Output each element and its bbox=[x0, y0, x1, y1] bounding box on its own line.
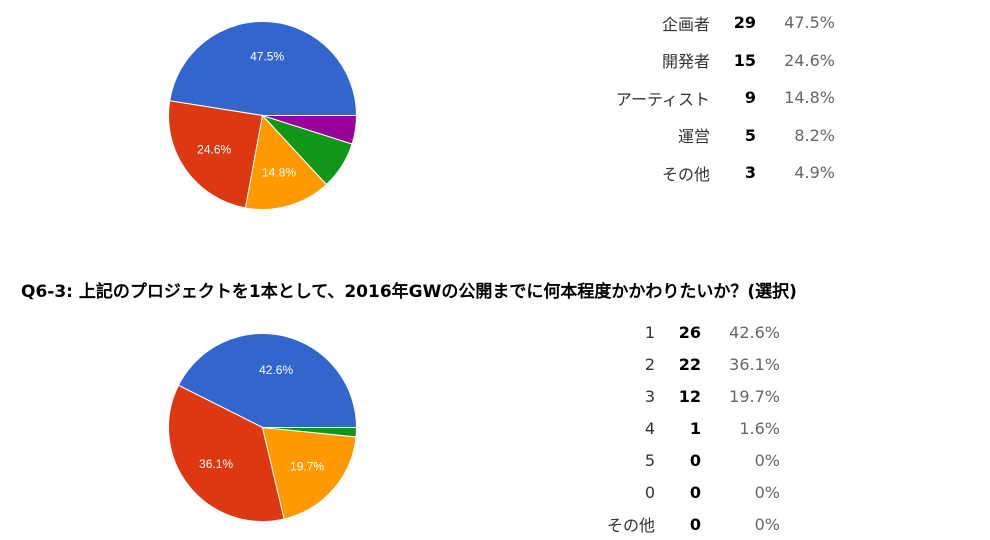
legend-percent: 0% bbox=[754, 450, 780, 470]
slice-percent-label: 36.1% bbox=[199, 457, 233, 471]
legend-count: 22 bbox=[678, 354, 701, 374]
legend-count: 3 bbox=[744, 163, 756, 183]
question-title: Q6-3: 上記のプロジェクトを1本として、2016年GWの公開までに何本程度か… bbox=[21, 282, 797, 302]
legend-label: 2 bbox=[644, 354, 655, 374]
legend-label: 3 bbox=[644, 386, 655, 406]
legend-label: アーティスト bbox=[615, 89, 710, 109]
pie-chart-role: 47.5% 24.6% 14.8% bbox=[168, 21, 358, 210]
legend-label: 5 bbox=[644, 450, 655, 470]
legend-percent: 0% bbox=[754, 514, 780, 534]
pie-slice bbox=[262, 115, 358, 145]
legend-percent: 47.5% bbox=[784, 13, 835, 33]
legend-row: 5 0 0% bbox=[570, 444, 780, 476]
legend-row: アーティスト 9 14.8% bbox=[580, 79, 835, 117]
legend-label: 運営 bbox=[677, 127, 710, 147]
pie-slice bbox=[168, 384, 285, 522]
legend-label: 1 bbox=[644, 322, 655, 342]
legend-label: その他 bbox=[606, 516, 655, 535]
legend-count: 12 bbox=[678, 386, 701, 406]
legend-count: 29 bbox=[733, 13, 756, 33]
legend-row: その他 3 4.9% bbox=[580, 154, 835, 192]
legend-percent: 24.6% bbox=[784, 50, 835, 70]
legend-row: 1 26 42.6% bbox=[570, 316, 780, 348]
slice-percent-label: 19.7% bbox=[290, 460, 324, 474]
legend-count: 1 bbox=[689, 418, 701, 438]
legend-percent: 8.2% bbox=[794, 125, 835, 145]
pie-slice bbox=[261, 426, 357, 520]
legend-count: 1 26 42.6% 2 22 36.1% 3 12 19.7% 4 1 1.6… bbox=[570, 316, 780, 540]
legend-count: 5 bbox=[744, 125, 756, 145]
legend-label: 開発者 bbox=[661, 52, 710, 72]
legend-count: 9 bbox=[744, 88, 756, 108]
legend-count: 0 bbox=[689, 482, 701, 502]
pie-slice bbox=[169, 21, 358, 116]
legend-label: その他 bbox=[661, 164, 710, 184]
legend-percent: 14.8% bbox=[784, 88, 835, 108]
pie-slice bbox=[262, 427, 358, 438]
legend-percent: 1.6% bbox=[739, 418, 780, 438]
pie-slice bbox=[168, 100, 264, 209]
slice-percent-label: 47.5% bbox=[250, 49, 284, 63]
slice-percent-label: 24.6% bbox=[197, 143, 231, 157]
legend-role: 企画者 29 47.5% 開発者 15 24.6% アーティスト 9 14.8%… bbox=[580, 4, 835, 192]
legend-count: 26 bbox=[678, 322, 701, 342]
legend-count: 15 bbox=[733, 50, 756, 70]
legend-row: 運営 5 8.2% bbox=[580, 117, 835, 155]
legend-percent: 19.7% bbox=[729, 386, 780, 406]
legend-percent: 36.1% bbox=[729, 354, 780, 374]
legend-row: 4 1 1.6% bbox=[570, 412, 780, 444]
legend-row: その他 0 0% bbox=[570, 508, 780, 540]
legend-row: 開発者 15 24.6% bbox=[580, 42, 835, 80]
legend-percent: 42.6% bbox=[729, 322, 780, 342]
legend-label: 4 bbox=[644, 418, 655, 438]
pie-slice bbox=[177, 333, 358, 428]
legend-row: 2 22 36.1% bbox=[570, 348, 780, 380]
legend-row: 企画者 29 47.5% bbox=[580, 4, 835, 42]
legend-percent: 4.9% bbox=[794, 163, 835, 183]
legend-count: 0 bbox=[689, 514, 701, 534]
legend-label: 企画者 bbox=[661, 14, 710, 34]
legend-label: 0 bbox=[644, 482, 655, 502]
legend-row: 0 0 0% bbox=[570, 476, 780, 508]
legend-percent: 0% bbox=[754, 482, 780, 502]
legend-row: 3 12 19.7% bbox=[570, 380, 780, 412]
pie-chart-count: 42.6% 36.1% 19.7% bbox=[168, 333, 358, 522]
slice-percent-label: 42.6% bbox=[259, 363, 293, 377]
slice-percent-label: 14.8% bbox=[262, 165, 296, 179]
legend-count: 0 bbox=[689, 450, 701, 470]
pie-slice bbox=[244, 114, 328, 210]
